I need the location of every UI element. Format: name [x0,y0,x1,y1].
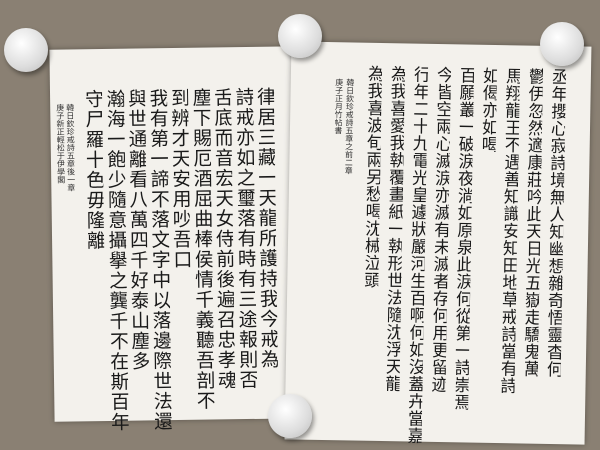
text-column: 如偈亦如喝 [478,66,498,153]
left-paper: 律居三藏一天龍所護持我今戒為 詩戒亦如之璽落有時有三途報則否 舌底而音宏天女侍前後遍… [49,46,305,432]
text-column: 到辨才天安用吵吾口 [168,87,191,270]
text-column: 行年二十九電光皇遽狀嚴河生百啊何如沒蓋卉當嘉 [404,65,429,445]
pin [268,394,312,438]
text-column: 馬翔龍王不遇善知識安知田地草戒詩當有詩 [497,67,521,395]
text-column: 塵下賜厄酒屈曲棒侯情千義聽吾剖不 [190,87,214,411]
text-column: 舌底而音宏天女侍前後遍召忠孝魂 [211,87,236,391]
text-column: 瀚海一飽少隨意攝擧之龔千不在斯百年 [104,88,129,433]
signature: 韓日欽珍戒詩五章後一章 [65,103,75,192]
pin [540,22,584,66]
text-column: 律居三藏一天龍所護持我今戒為 [254,86,278,370]
pin [4,28,48,72]
right-paper: 丞年攖心寂詩境無人知幽想雜奇悟靈杳何 鬱伊忽然適康莊吟此天日光五嶽走驕鬼萬 馬翔龍王… [284,41,592,445]
signature: 韓日欽珍戒詩五章之前二章 [344,78,354,175]
pin [278,14,322,58]
text-column: 我有第一諦不落文字中以落邊際世法還 [147,88,172,432]
text-column: 與世通離看八萬四千好泰山塵多 [125,88,149,372]
text-column: 為我喜波旬兩另愁喝沈械泣頭 [361,64,383,289]
signature: 庚子新正輕松于伊學閣 [55,103,65,184]
text-column: 守尸羅十色毋隆離 [82,89,105,251]
text-column: 百願叢一破淚夜淌如原泉此淚何從第一詩崇焉 [451,66,475,411]
text-column: 今皆空兩心滅淚亦滅有未滅者存何用更留迹 [428,65,452,393]
signature: 庚子正月竹帖書 [333,78,343,135]
text-column: 鬱伊忽然適康莊吟此天日光五嶽走驕鬼萬 [520,67,544,378]
text-column: 詩戒亦如之璽落有時有三途報則否 [233,86,257,391]
text-column: 為我喜愛我執覆畫紙一執形世法隨沈浮天龍 [382,65,406,393]
text-column: 丞年攖心寂詩境無人知幽想雜奇悟靈杳何 [543,67,567,378]
